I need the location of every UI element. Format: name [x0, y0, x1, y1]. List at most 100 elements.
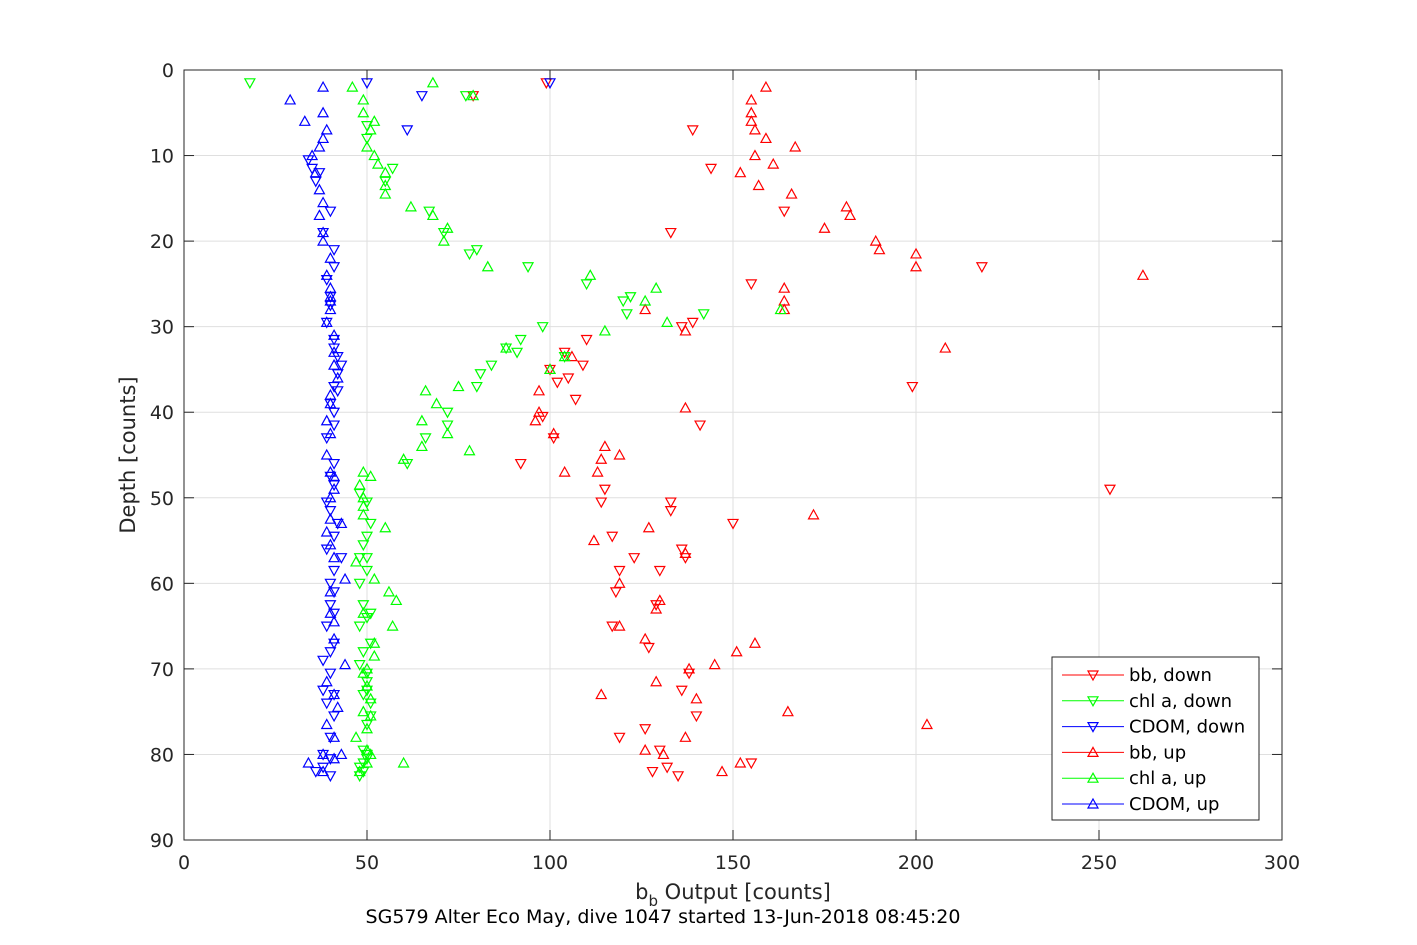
data-point — [357, 705, 370, 717]
data-point — [313, 183, 326, 195]
data-point — [306, 149, 319, 161]
data-point — [759, 80, 772, 92]
data-point — [328, 587, 341, 599]
data-point — [324, 465, 337, 477]
data-point — [353, 578, 366, 590]
data-point — [324, 578, 337, 590]
data-point — [320, 275, 333, 286]
data-point — [690, 711, 703, 723]
data-point — [558, 350, 571, 362]
data-point — [368, 636, 381, 648]
legend: bb, down chl a, down CDOM, down bb, up chl a… — [1051, 656, 1260, 821]
data-point — [320, 525, 333, 537]
data-point — [906, 381, 919, 393]
data-point — [324, 771, 337, 783]
data-point — [569, 394, 582, 406]
data-point — [357, 465, 370, 477]
legend-item: chl a, down — [1062, 691, 1232, 712]
data-point — [317, 106, 330, 118]
data-point — [328, 632, 341, 644]
data-point — [613, 448, 626, 460]
data-point — [360, 679, 374, 691]
y-tick-label: 0 — [162, 60, 174, 82]
data-point — [328, 551, 341, 563]
data-point — [657, 748, 670, 760]
data-point — [587, 534, 600, 546]
data-point — [368, 149, 381, 161]
y-tick-label: 10 — [150, 146, 174, 168]
data-point — [785, 187, 798, 199]
legend-marker — [1086, 746, 1100, 757]
data-point — [364, 638, 377, 650]
y-tick-label: 20 — [150, 231, 174, 253]
data-point — [328, 615, 341, 627]
data-point — [748, 636, 761, 648]
data-point — [324, 647, 337, 659]
data-point — [360, 531, 374, 543]
data-point — [328, 420, 341, 432]
legend-item: CDOM, up — [1062, 794, 1219, 815]
data-point — [748, 123, 761, 135]
data-point — [840, 200, 853, 212]
data-point — [324, 668, 337, 680]
data-point — [379, 187, 392, 199]
data-point — [463, 444, 476, 456]
data-point — [320, 698, 333, 710]
data-point — [690, 692, 703, 704]
data-point — [697, 309, 710, 321]
data-point — [364, 709, 377, 721]
data-point — [481, 260, 494, 272]
data-point — [320, 433, 333, 445]
data-point — [595, 688, 608, 700]
data-point — [397, 756, 410, 768]
data-point — [386, 619, 399, 631]
data-point — [752, 179, 765, 191]
data-point — [324, 290, 337, 302]
data-point — [543, 363, 557, 375]
data-point — [324, 585, 337, 597]
data-point — [328, 565, 341, 577]
data-point — [591, 465, 604, 477]
data-point — [759, 132, 772, 144]
data-point — [364, 518, 377, 530]
data-point — [324, 427, 337, 439]
data-point — [317, 234, 330, 246]
data-point — [873, 243, 886, 255]
data-point — [562, 373, 575, 385]
data-point — [357, 106, 370, 118]
data-point — [613, 577, 626, 588]
data-point — [459, 91, 472, 102]
data-point — [382, 585, 395, 597]
data-point — [675, 685, 688, 697]
data-point — [357, 666, 370, 678]
data-point — [320, 621, 333, 633]
data-point — [320, 497, 333, 509]
data-point — [313, 168, 326, 179]
legend-item: bb, down — [1062, 665, 1212, 686]
data-point — [529, 414, 542, 426]
data-point — [920, 718, 933, 730]
data-point — [324, 397, 337, 409]
data-point — [844, 209, 857, 221]
data-point — [437, 234, 450, 246]
data-point — [485, 360, 498, 372]
legend-label: bb, up — [1129, 742, 1186, 763]
data-point — [339, 658, 352, 670]
data-point — [595, 497, 608, 509]
data-point — [547, 427, 560, 439]
data-point — [328, 482, 341, 494]
data-point — [613, 565, 626, 577]
data-point — [639, 294, 652, 306]
data-point — [364, 748, 377, 760]
legend-label: chl a, up — [1129, 768, 1206, 789]
data-point — [401, 125, 414, 137]
data-point — [353, 765, 366, 777]
data-point — [639, 743, 652, 755]
data-point — [317, 765, 330, 777]
x-tick-label: 300 — [1264, 852, 1300, 874]
legend-item: chl a, up — [1062, 768, 1206, 789]
y-tick-label: 80 — [150, 744, 174, 766]
data-point — [320, 269, 333, 280]
data-point — [694, 420, 707, 432]
data-point — [533, 405, 546, 417]
